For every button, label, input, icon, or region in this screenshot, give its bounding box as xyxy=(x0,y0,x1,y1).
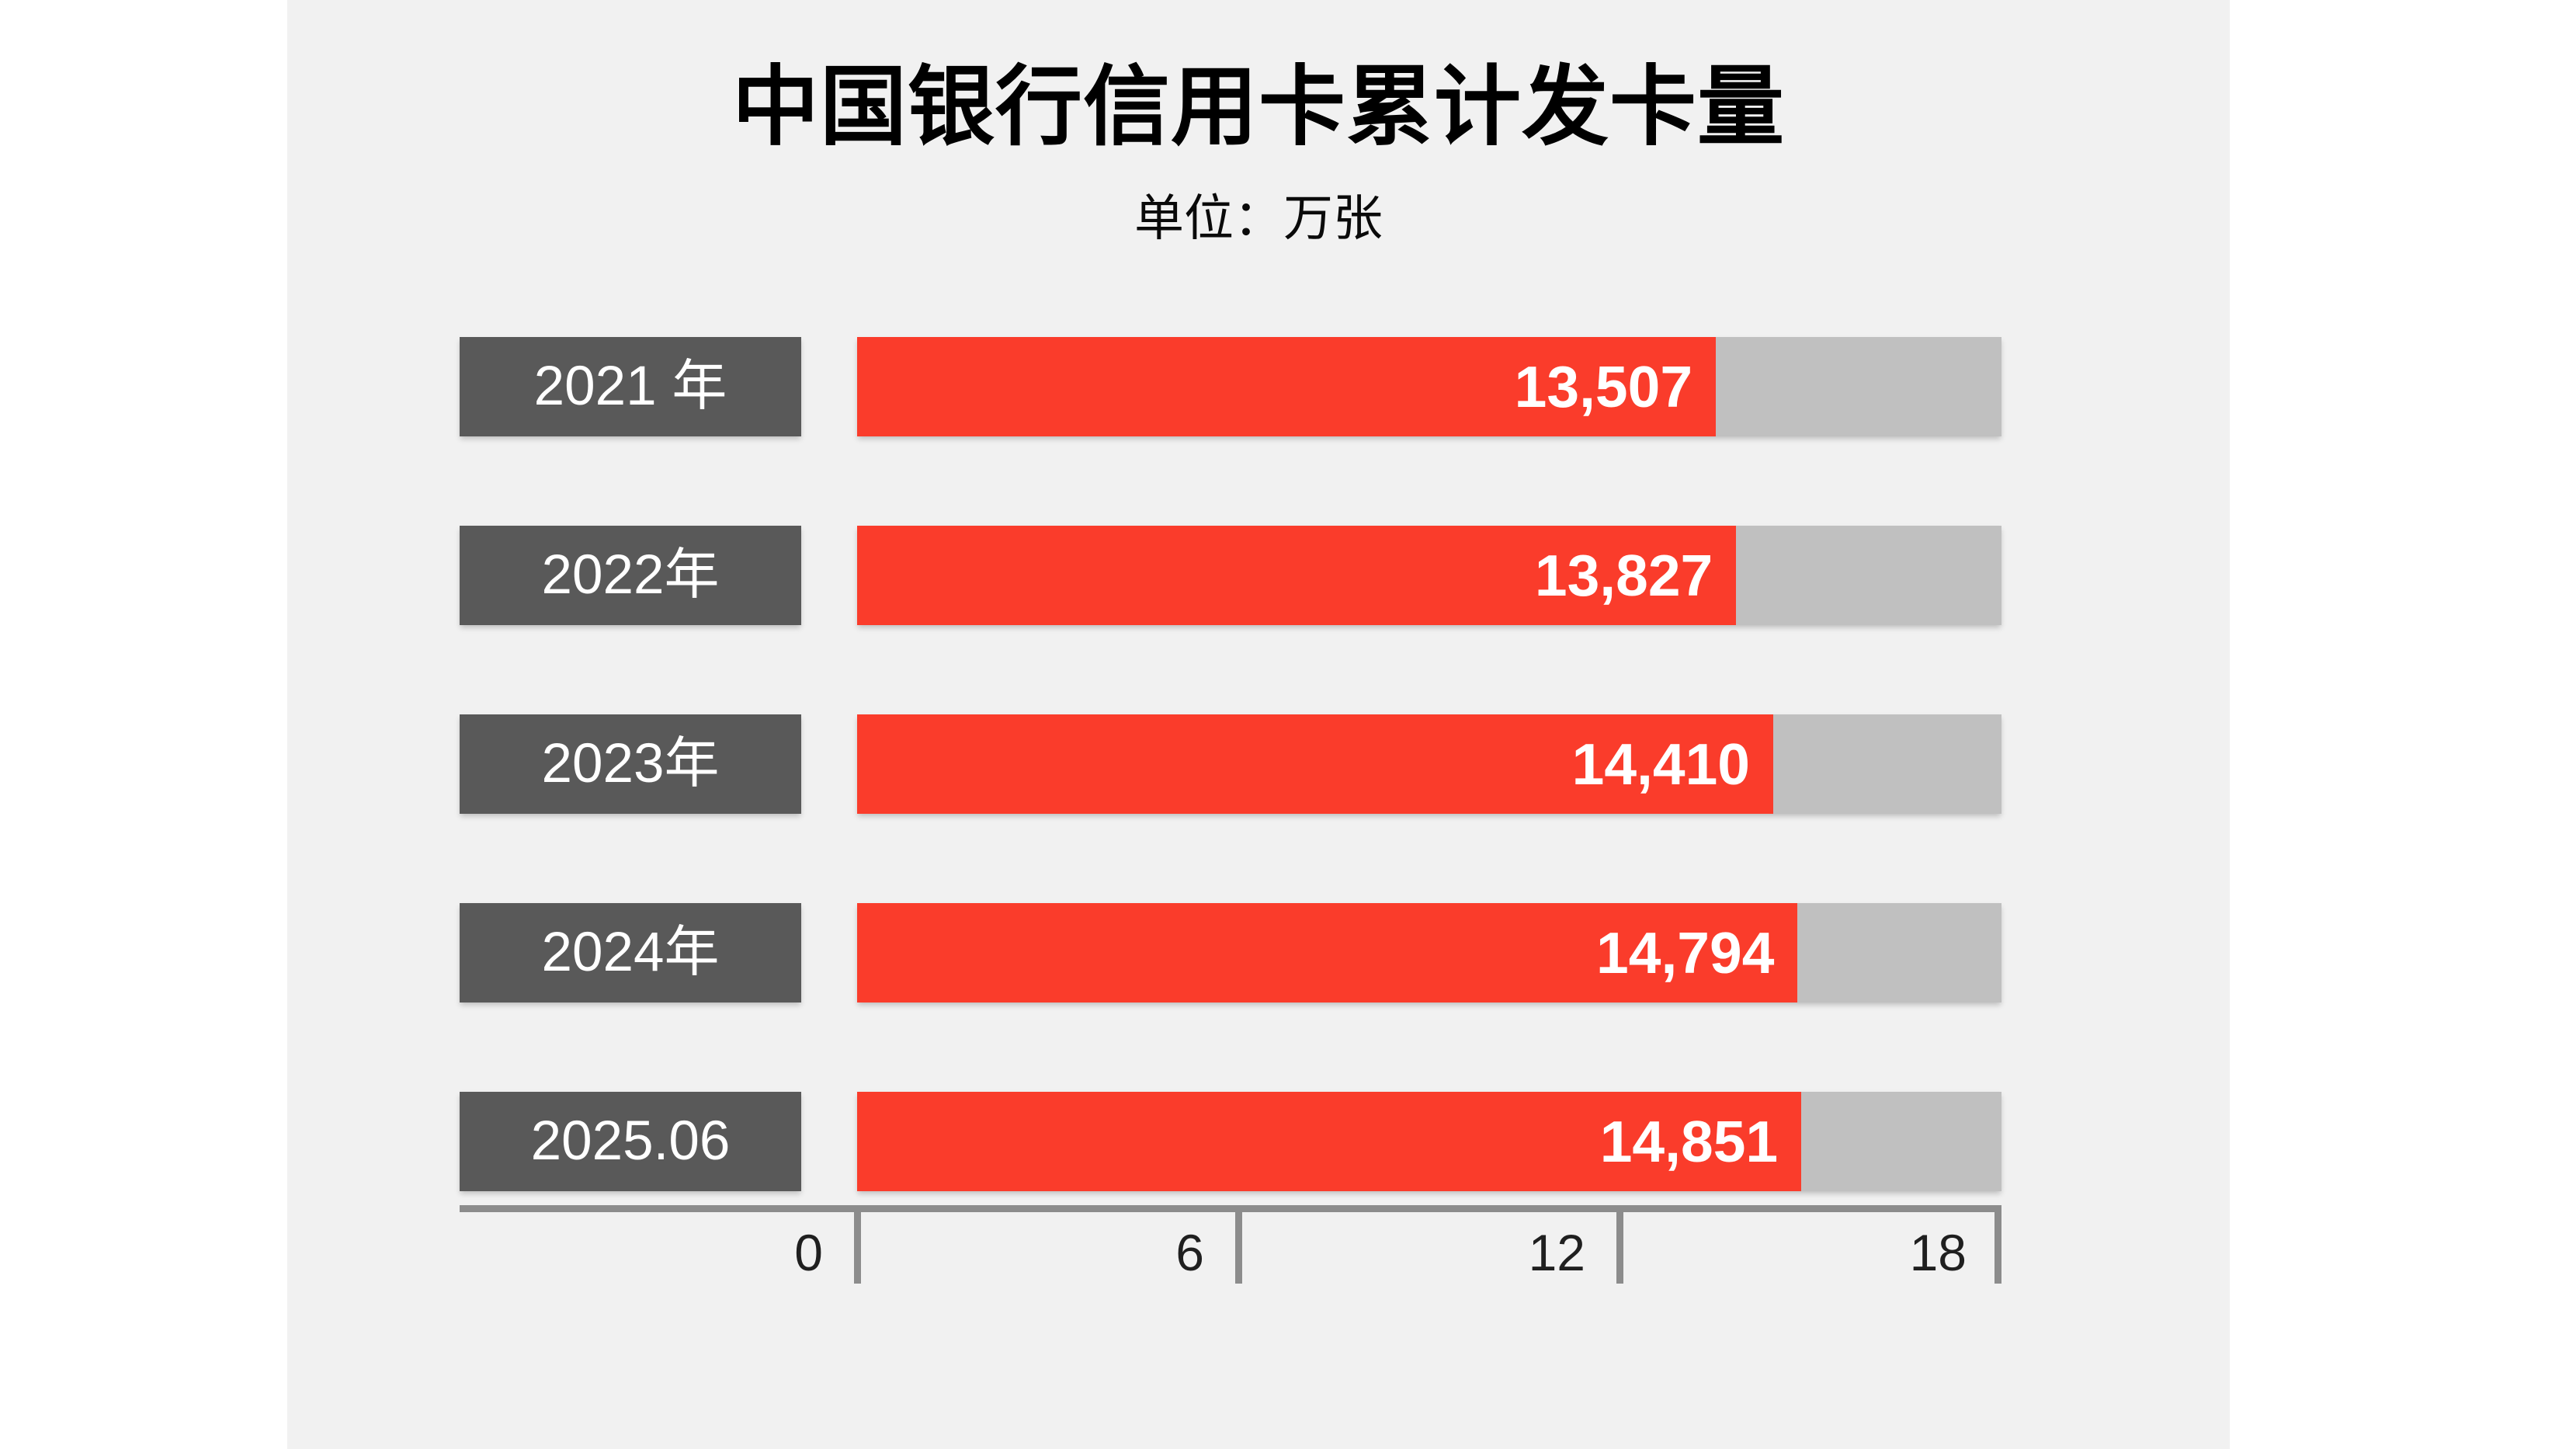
chart-row: 2022年 13,827 xyxy=(287,526,2230,625)
category-label: 2024年 xyxy=(460,903,801,1002)
bar-track: 14,851 xyxy=(857,1092,2001,1191)
value-bar: 13,507 xyxy=(857,337,1717,436)
chart-row: 2025.06 14,851 xyxy=(287,1092,2230,1191)
x-axis-tick-label: 18 xyxy=(1909,1224,1967,1281)
chart-panel: 中国银行信用卡累计发卡量 单位：万张 2021 年 13,507 2022年 1… xyxy=(287,0,2230,1449)
x-axis-tick xyxy=(1235,1205,1242,1284)
bar-track: 13,507 xyxy=(857,337,2001,436)
bar-value-label: 14,851 xyxy=(1599,1109,1779,1174)
chart-row: 2021 年 13,507 xyxy=(287,337,2230,436)
x-axis-tick-label: 12 xyxy=(1528,1224,1585,1281)
x-axis-tick xyxy=(1616,1205,1623,1284)
value-bar: 14,851 xyxy=(857,1092,1802,1191)
bar-value-label: 13,507 xyxy=(1514,354,1693,419)
x-axis-tick xyxy=(854,1205,861,1284)
chart-title: 中国银行信用卡累计发卡量 xyxy=(732,58,1785,155)
category-label: 2021 年 xyxy=(460,337,801,436)
value-bar: 13,827 xyxy=(857,526,1737,625)
bar-value-label: 13,827 xyxy=(1534,543,1713,608)
x-axis-tick xyxy=(1994,1205,2001,1284)
x-axis-line xyxy=(460,1205,2001,1212)
bar-track: 14,794 xyxy=(857,903,2001,1002)
bar-track: 13,827 xyxy=(857,526,2001,625)
value-bar: 14,410 xyxy=(857,714,1774,814)
category-label: 2022年 xyxy=(460,526,801,625)
unit-label: 单位：万张 xyxy=(1134,190,1383,246)
bar-value-label: 14,410 xyxy=(1571,731,1751,797)
category-label: 2025.06 xyxy=(460,1092,801,1191)
bar-track: 14,410 xyxy=(857,714,2001,814)
bar-value-label: 14,794 xyxy=(1596,920,1775,985)
category-label: 2023年 xyxy=(460,714,801,814)
chart-row: 2023年 14,410 xyxy=(287,714,2230,814)
chart-row: 2024年 14,794 xyxy=(287,903,2230,1002)
x-axis-tick-label: 6 xyxy=(1175,1224,1204,1281)
x-axis-tick-label: 0 xyxy=(794,1224,823,1281)
value-bar: 14,794 xyxy=(857,903,1798,1002)
